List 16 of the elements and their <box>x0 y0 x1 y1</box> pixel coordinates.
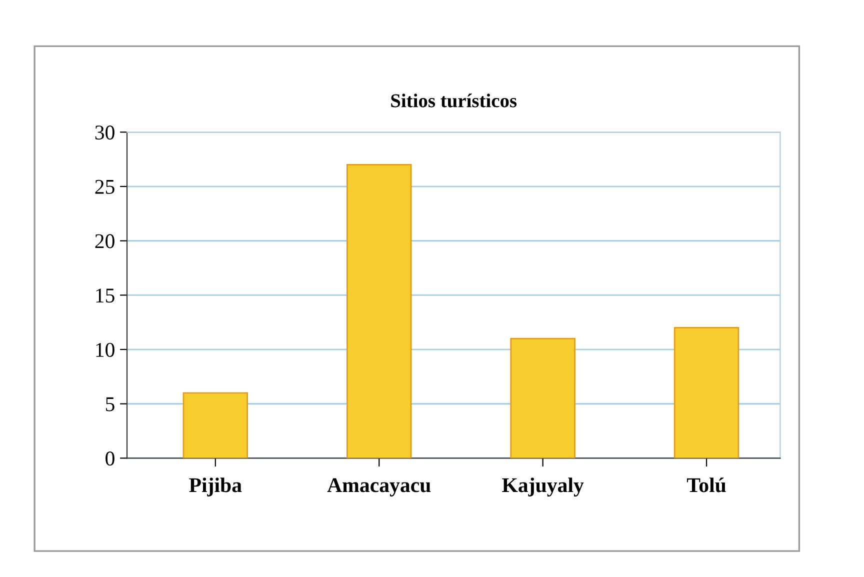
x-tick-label: Amacayacu <box>327 478 431 496</box>
y-tick-label: 20 <box>95 234 114 248</box>
y-tick-label: 30 <box>95 126 114 140</box>
x-tick-label: Kajuyaly <box>502 478 584 497</box>
y-tick-label: 0 <box>106 452 114 466</box>
y-tick-label: 15 <box>96 288 114 303</box>
x-tick-label: Pijiba <box>189 478 242 496</box>
y-tick-label: 25 <box>95 180 114 194</box>
bar <box>182 392 248 458</box>
bar <box>674 327 740 458</box>
x-tick-label: Tolú <box>686 478 726 492</box>
y-tick-label: 10 <box>96 342 114 357</box>
chart-title: Sitios turísticos <box>391 94 517 108</box>
y-tick-label: 5 <box>106 397 114 412</box>
bar <box>346 164 412 458</box>
bar <box>510 338 576 458</box>
